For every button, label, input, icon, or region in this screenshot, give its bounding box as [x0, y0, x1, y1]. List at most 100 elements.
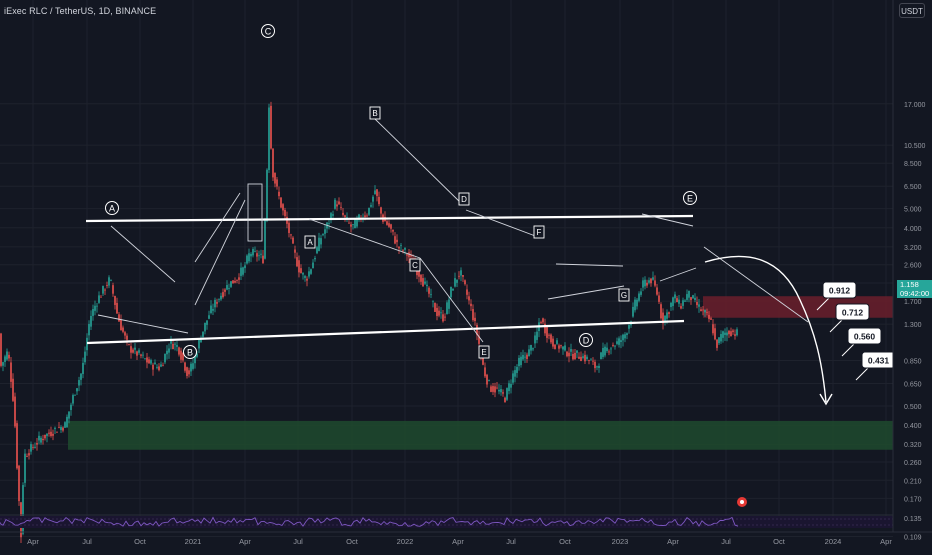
- candle-body: [308, 271, 310, 277]
- candle-body: [230, 281, 232, 287]
- candle-body: [506, 388, 508, 400]
- candle-body: [224, 289, 226, 292]
- candle-body: [110, 279, 112, 281]
- candle-body: [408, 252, 410, 258]
- candle-body: [82, 362, 84, 374]
- pattern-line: [194, 192, 241, 263]
- candle-body: [342, 212, 344, 215]
- candle-body: [552, 338, 554, 347]
- candle-body: [472, 309, 474, 321]
- candle-body: [234, 280, 236, 283]
- x-tick-label: Apr: [667, 537, 679, 546]
- candle-body: [26, 456, 28, 457]
- candle-body: [272, 148, 274, 178]
- candle-body: [594, 361, 596, 369]
- currency-badge[interactable]: USDT: [899, 3, 925, 18]
- candle-body: [720, 334, 722, 342]
- candle-body: [514, 370, 516, 377]
- wave-label-box: [458, 192, 470, 206]
- candle-body: [248, 253, 250, 262]
- x-tick-label: Oct: [134, 537, 147, 546]
- y-tick-label: 17.000: [904, 102, 926, 109]
- candle-body: [450, 286, 452, 298]
- candle-body: [198, 339, 200, 349]
- candle-body: [566, 351, 568, 357]
- candle-body: [196, 353, 198, 357]
- candle-body: [402, 250, 404, 252]
- x-tick-label: Jul: [506, 537, 516, 546]
- candle-body: [644, 279, 646, 287]
- candle-body: [254, 250, 256, 252]
- candle-body: [96, 305, 98, 307]
- candle-body: [504, 397, 506, 403]
- channel-bottom: [86, 319, 685, 345]
- candle-body: [238, 277, 240, 280]
- candle-body: [98, 295, 100, 303]
- candle-body: [734, 334, 736, 336]
- candle-body: [378, 196, 380, 205]
- candle-body: [6, 351, 8, 360]
- pattern-line: [703, 246, 809, 323]
- candle-body: [262, 255, 264, 264]
- y-tick-label: 0.109: [904, 534, 922, 541]
- wave-label-circle: [183, 345, 197, 359]
- candle-body: [702, 309, 704, 311]
- candle-body: [322, 234, 324, 236]
- candle-body: [554, 344, 556, 350]
- indicator-band: [0, 516, 893, 528]
- candle-body: [560, 345, 562, 347]
- candle-body: [438, 310, 440, 316]
- candle-body: [692, 295, 694, 299]
- pattern-line: [547, 285, 625, 300]
- wave-label-box: [533, 225, 545, 239]
- candle-body: [332, 214, 334, 216]
- candle-body: [466, 289, 468, 295]
- candle-body: [684, 300, 686, 302]
- candle-body: [324, 229, 326, 234]
- candle-body: [312, 262, 314, 269]
- candle-body: [484, 367, 486, 377]
- candle-body: [30, 444, 32, 452]
- candle-body: [176, 345, 178, 347]
- candle-body: [154, 362, 156, 365]
- candle-body: [302, 272, 304, 275]
- candle-body: [358, 214, 360, 221]
- candle-body: [726, 332, 728, 336]
- y-tick-label: 8.500: [904, 161, 922, 168]
- candle-body: [288, 222, 290, 233]
- candle-body: [490, 386, 492, 392]
- candle-body: [138, 350, 140, 353]
- candle-body: [120, 319, 122, 331]
- candle-body: [714, 328, 716, 340]
- candle-body: [518, 357, 520, 367]
- candle-body: [446, 302, 448, 315]
- last-price-tag: 1.158 09:42:00: [897, 280, 932, 298]
- y-tick-label: 2.600: [904, 263, 922, 270]
- candle-body: [194, 355, 196, 364]
- candle-body: [304, 276, 306, 278]
- candle-body: [184, 362, 186, 371]
- candle-body: [356, 218, 358, 227]
- y-tick-label: 10.500: [904, 143, 926, 150]
- candle-body: [532, 348, 534, 350]
- candle-body: [66, 416, 68, 428]
- candle-body: [712, 324, 714, 334]
- candle-body: [146, 357, 148, 363]
- projection-arrowhead: [819, 393, 833, 406]
- candle-body: [290, 234, 292, 236]
- candle-body: [492, 386, 494, 392]
- candle-body: [556, 340, 558, 344]
- candle-body: [640, 291, 642, 295]
- target-callout: [835, 303, 870, 321]
- candle-body: [76, 388, 78, 392]
- candle-body: [398, 246, 400, 249]
- candle-body: [686, 294, 688, 300]
- y-tick-label: 0.135: [904, 516, 922, 523]
- candle-body: [732, 330, 734, 333]
- candle-body: [132, 349, 134, 353]
- candle-body: [526, 354, 528, 359]
- candle-body: [330, 213, 332, 219]
- candle-body: [728, 330, 730, 335]
